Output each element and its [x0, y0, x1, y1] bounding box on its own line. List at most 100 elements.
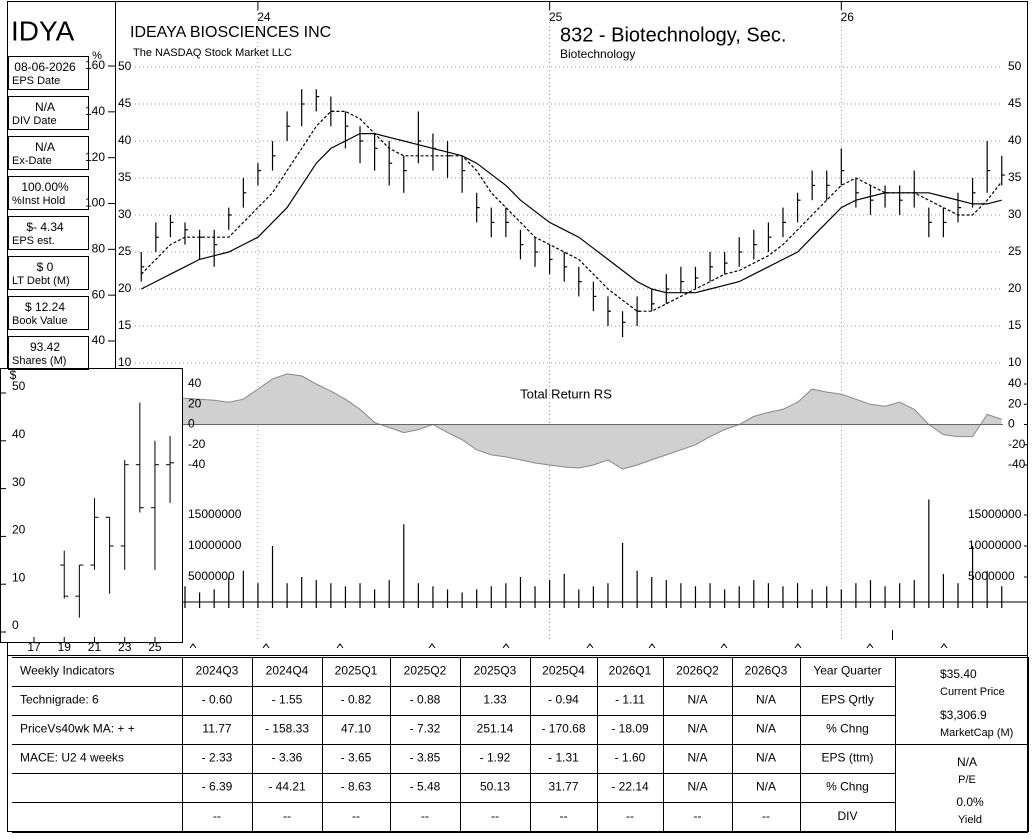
y-tick-label: 30 [118, 207, 132, 221]
table-cell: - 0.94 [548, 693, 579, 707]
table-header: 2025Q4 [542, 664, 585, 678]
sidebar-value: $ 0 [37, 260, 54, 274]
industry: Biotechnology [560, 47, 635, 61]
table-header: 2025Q3 [474, 664, 517, 678]
industry-group: 832 - Biotechnology, Sec. [560, 24, 786, 46]
y-tick-label-right: -20 [1008, 437, 1026, 451]
summary-value: N/A [957, 755, 977, 769]
y-tick-label: 50 [118, 59, 132, 73]
sidebar-value: 100.00% [21, 180, 69, 194]
table-cell: - 1.31 [548, 751, 579, 765]
y-tick-label-right: 45 [1008, 96, 1022, 110]
sidebar-box [8, 256, 89, 290]
table-header: 2026Q3 [745, 664, 788, 678]
sidebar-value: $- 4.34 [26, 220, 64, 234]
table-cell: - 1.92 [480, 751, 511, 765]
header-sidebar: IDYA IDEAYA BIOSCIENCES INC The NASDAQ Sto… [8, 15, 786, 370]
indicator: Technigrade: 6 [20, 693, 99, 707]
table-header: 2026Q2 [676, 664, 719, 678]
y-tick-label: -40 [188, 457, 206, 471]
y-tick-label: 30 [12, 475, 26, 489]
row-label: EPS Qrtly [821, 693, 874, 707]
y-tick-label: 40 [118, 133, 132, 147]
table-cell: - 3.36 [272, 751, 303, 765]
table-cell: - 158.33 [265, 722, 309, 736]
fundamentals-table: Weekly Indicators 2024Q3 2024Q4 2025Q1 2025Q… [12, 657, 1029, 833]
summary-label: MarketCap (M) [940, 727, 1013, 739]
y2-tick-label: 120 [85, 150, 105, 164]
table-cell: 47.10 [341, 722, 371, 736]
y2-tick-label: 160 [85, 58, 105, 72]
y-tick-label: 45 [118, 96, 132, 110]
y-tick-label: 50 [12, 379, 26, 393]
table-cell: - 7.32 [410, 722, 441, 736]
table-cell: - 3.65 [341, 751, 372, 765]
table-cell: - 22.14 [611, 780, 649, 794]
x-tick-label: 21 [88, 640, 102, 654]
summary-label: Yield [958, 814, 982, 826]
table-cell: -- [352, 809, 360, 823]
table-cell: N/A [687, 751, 707, 765]
y-tick-label: 20 [12, 523, 26, 537]
x-tick-label: 19 [58, 640, 72, 654]
sidebar-box [8, 136, 89, 170]
y-tick-label-right: 20 [1008, 281, 1022, 295]
sidebar-box [8, 176, 89, 210]
row-label: EPS (ttm) [821, 751, 873, 765]
table-cell: N/A [687, 780, 707, 794]
y-tick-label-right: 35 [1008, 170, 1022, 184]
table-cell: N/A [756, 693, 776, 707]
y-tick-label: 15 [118, 318, 132, 332]
summary-value: $3,306.9 [940, 708, 987, 722]
y-tick-label-right: 40 [1008, 376, 1022, 390]
y-tick-label: -20 [188, 437, 206, 451]
summary-value: $35.40 [940, 667, 977, 681]
moving-average [141, 133, 1002, 294]
sidebar-label: Book Value [12, 315, 67, 327]
sidebar-value: 93.42 [30, 340, 60, 354]
sidebar-box [8, 336, 89, 370]
x-tick-label: 17 [27, 640, 41, 654]
moving-average [140, 110, 1003, 312]
table-cell: - 44.21 [268, 780, 306, 794]
table-cell: - 8.63 [341, 780, 372, 794]
y-tick-label-right: 15 [1008, 318, 1022, 332]
summary-label: P/E [958, 774, 976, 786]
sidebar-box [8, 296, 89, 330]
y-tick-label: 25 [118, 244, 132, 258]
row-label: % Chng [826, 780, 869, 794]
y-tick-label: 15000000 [188, 507, 242, 521]
y-tick-label: 35 [118, 170, 132, 184]
table-header: 2026Q1 [609, 664, 652, 678]
table-cell: - 1.60 [615, 751, 646, 765]
sidebar-label: LT Debt (M) [12, 275, 70, 287]
sidebar-box [8, 216, 89, 250]
table-cell: 1.33 [483, 693, 507, 707]
y-tick-label: 10 [12, 570, 26, 584]
table-cell: N/A [756, 780, 776, 794]
table-cell: -- [560, 809, 568, 823]
sidebar-value: $ 12.24 [25, 300, 65, 314]
y-tick-label: 10000000 [188, 538, 242, 552]
row-label: DIV [837, 809, 857, 823]
y-tick-label-right: -40 [1008, 457, 1026, 471]
y-tick-label-right: 10000000 [968, 538, 1022, 552]
company-name: IDEAYA BIOSCIENCES INC [130, 24, 331, 41]
table-cell: N/A [687, 722, 707, 736]
table-cell: -- [421, 809, 429, 823]
indicator: PriceVs40wk MA: + + [20, 722, 135, 736]
table-cell: - 0.88 [410, 693, 441, 707]
rs-title: Total Return RS [520, 386, 612, 401]
y-tick-label: 0 [12, 618, 19, 632]
table-cell: - 1.55 [272, 693, 303, 707]
exchange: The NASDAQ Stock Market LLC [133, 47, 292, 59]
table-cell: - 18.09 [611, 722, 649, 736]
y-tick-label: 10 [118, 355, 132, 369]
table-header: 2024Q3 [196, 664, 239, 678]
ticker: IDYA [11, 15, 75, 46]
x-tick-label: 23 [118, 640, 132, 654]
x-tick-label: 26 [841, 10, 855, 24]
table-cell: -- [491, 809, 499, 823]
y-tick-label-right: 15000000 [968, 507, 1022, 521]
